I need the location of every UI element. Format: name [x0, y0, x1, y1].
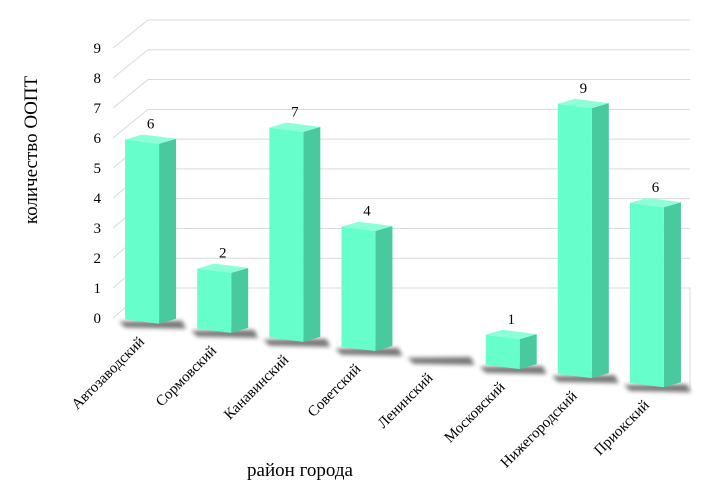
- bar: [629, 202, 664, 388]
- bar-shadow: [263, 338, 331, 347]
- bar: [125, 139, 160, 324]
- y-tick-label: 0: [94, 311, 102, 327]
- bar-top: [269, 122, 321, 132]
- bar-side: [663, 202, 681, 388]
- bar-shadow: [335, 347, 403, 356]
- data-label: 6: [652, 180, 660, 196]
- bar-side: [519, 334, 537, 370]
- y-tick-label: 8: [94, 71, 102, 87]
- y-tick-label: 1: [94, 281, 102, 297]
- y-tick-label: 5: [94, 161, 102, 177]
- data-label: 4: [363, 204, 371, 220]
- bar-top: [557, 98, 609, 109]
- y-tick-label: 4: [94, 191, 102, 207]
- data-label: 6: [147, 117, 155, 133]
- bar-top: [125, 134, 177, 144]
- bars: [125, 98, 681, 388]
- y-tick-label: 7: [94, 101, 102, 117]
- x-axis-title: район города: [247, 460, 353, 481]
- bar-top: [485, 329, 537, 340]
- bar: [197, 268, 232, 333]
- x-tick-label: Приокский: [591, 397, 652, 458]
- bar: [485, 334, 520, 370]
- bar-shadow: [479, 366, 547, 375]
- x-tick-label: Ленинский: [375, 370, 436, 431]
- x-tick-label: Автозаводский: [69, 334, 148, 413]
- bar: [269, 127, 304, 342]
- bar-side: [375, 225, 393, 351]
- y-tick-label: 9: [94, 41, 102, 57]
- x-tick-label: Канавинский: [221, 352, 292, 423]
- side-gridline: [112, 49, 149, 79]
- y-axis-ticks: 0 1 2 3 4 5 6 7 8 9: [94, 41, 102, 327]
- bar-side: [303, 126, 321, 342]
- y-tick-label: 2: [94, 251, 102, 267]
- y-axis-title: количество ООПТ: [21, 75, 42, 224]
- bar-shadow: [191, 329, 259, 338]
- bar: [341, 226, 376, 351]
- bar-shadow: [119, 320, 187, 329]
- x-tick-label: Нижегородский: [498, 388, 581, 471]
- bar-shadow: [407, 357, 475, 366]
- bar: [557, 103, 592, 379]
- bar-side: [231, 267, 249, 333]
- bar-top: [629, 197, 681, 208]
- bar-shadow: [623, 384, 691, 393]
- side-gridline: [112, 108, 149, 139]
- data-labels: 6 2 7 4 1 9 6: [147, 81, 660, 328]
- bar-side: [591, 103, 609, 379]
- data-label: 7: [291, 105, 299, 121]
- bar-top: [197, 263, 249, 273]
- data-label: 2: [219, 246, 227, 262]
- bar-top: [341, 221, 393, 231]
- side-gridline: [112, 79, 149, 109]
- y-tick-label: 6: [94, 131, 102, 147]
- bar-shadows: [119, 320, 691, 393]
- x-tick-label: Сормовский: [153, 343, 220, 410]
- bar-side: [159, 138, 177, 324]
- bar-shadow: [551, 375, 619, 384]
- x-tick-label: Советский: [305, 361, 364, 420]
- x-tick-label: Московский: [442, 379, 509, 446]
- side-gridline: [112, 19, 149, 49]
- data-label: 9: [580, 81, 588, 97]
- y-tick-label: 3: [94, 221, 102, 237]
- data-label: 1: [507, 312, 515, 328]
